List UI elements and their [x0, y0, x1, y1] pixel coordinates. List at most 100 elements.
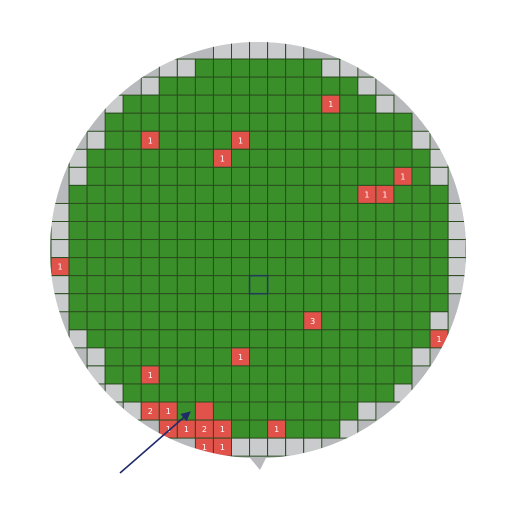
pass-die — [339, 239, 359, 259]
pass-die — [86, 166, 106, 186]
pass-die — [122, 202, 142, 222]
pass-die — [158, 148, 178, 168]
pass-die — [104, 148, 124, 168]
pass-die — [212, 293, 232, 313]
pass-die — [212, 221, 232, 241]
pass-die — [104, 311, 124, 331]
pass-die — [285, 221, 305, 241]
pass-die — [176, 148, 196, 168]
fail-count-label: 1 — [437, 335, 442, 344]
pass-die — [176, 347, 196, 367]
pass-die — [267, 311, 287, 331]
edge-die — [357, 401, 377, 421]
edge-die — [339, 419, 359, 439]
fail-count-label: 1 — [220, 425, 225, 434]
fail-count-label: 1 — [148, 136, 153, 145]
pass-die — [429, 257, 449, 277]
edge-die — [249, 437, 269, 457]
pass-die — [267, 58, 287, 78]
pass-die — [122, 365, 142, 385]
edge-die — [86, 365, 106, 385]
fail-count-label: 1 — [148, 371, 153, 380]
pass-die — [411, 275, 431, 295]
pass-die — [375, 329, 395, 349]
pass-die — [176, 76, 196, 96]
pass-die — [339, 202, 359, 222]
edge-die — [104, 383, 124, 403]
pass-die — [140, 239, 160, 259]
pass-die — [339, 293, 359, 313]
pass-die — [140, 202, 160, 222]
pass-die — [411, 184, 431, 204]
edge-die — [68, 166, 88, 186]
pass-die — [194, 76, 214, 96]
edge-die — [249, 42, 269, 60]
fail-count-label: 1 — [220, 154, 225, 163]
pass-die — [375, 221, 395, 241]
fail-count-label: 1 — [238, 353, 243, 362]
pass-die — [303, 94, 323, 114]
pass-die — [285, 184, 305, 204]
pass-die — [303, 148, 323, 168]
pass-die — [68, 311, 88, 331]
pass-die — [321, 148, 341, 168]
pass-die — [303, 365, 323, 385]
pass-die — [104, 112, 124, 132]
pass-die — [249, 221, 269, 241]
pass-die — [321, 275, 341, 295]
pass-die — [357, 148, 377, 168]
pass-die — [411, 293, 431, 313]
pass-die — [303, 112, 323, 132]
pass-die — [321, 202, 341, 222]
pass-die — [285, 239, 305, 259]
edge-die — [447, 202, 466, 222]
pass-die — [158, 166, 178, 186]
pass-die — [212, 112, 232, 132]
edge-die — [429, 166, 449, 186]
pass-die — [158, 329, 178, 349]
pass-die — [212, 239, 232, 259]
pass-die — [321, 221, 341, 241]
pass-die — [249, 401, 269, 421]
pass-die — [212, 202, 232, 222]
pass-die — [194, 383, 214, 403]
pass-die — [194, 293, 214, 313]
pass-die — [321, 329, 341, 349]
pass-die — [212, 347, 232, 367]
pass-die — [339, 130, 359, 150]
pass-die — [249, 94, 269, 114]
pass-die — [339, 184, 359, 204]
edge-die — [267, 42, 287, 60]
pass-die — [339, 329, 359, 349]
edge-die — [68, 148, 88, 168]
fail-count-label: 3 — [310, 317, 315, 326]
pass-die — [231, 148, 251, 168]
pass-die — [104, 239, 124, 259]
edge-die — [375, 94, 395, 114]
pass-die — [429, 221, 449, 241]
pass-die — [249, 311, 269, 331]
pass-die — [339, 112, 359, 132]
pass-die — [411, 148, 431, 168]
pass-die — [212, 184, 232, 204]
pass-die — [194, 365, 214, 385]
pass-die — [231, 365, 251, 385]
pass-die — [393, 329, 413, 349]
fail-count-label: 1 — [238, 136, 243, 145]
pass-die — [393, 275, 413, 295]
edge-die — [176, 58, 196, 78]
pass-die — [231, 383, 251, 403]
pass-die — [249, 166, 269, 186]
pass-die — [104, 347, 124, 367]
pass-die — [411, 221, 431, 241]
edge-die — [231, 42, 251, 60]
pass-die — [429, 293, 449, 313]
pass-die — [104, 365, 124, 385]
pass-die — [176, 202, 196, 222]
pass-die — [212, 166, 232, 186]
pass-die — [212, 94, 232, 114]
pass-die — [122, 184, 142, 204]
edge-die — [50, 293, 70, 313]
pass-die — [140, 275, 160, 295]
pass-die — [231, 257, 251, 277]
